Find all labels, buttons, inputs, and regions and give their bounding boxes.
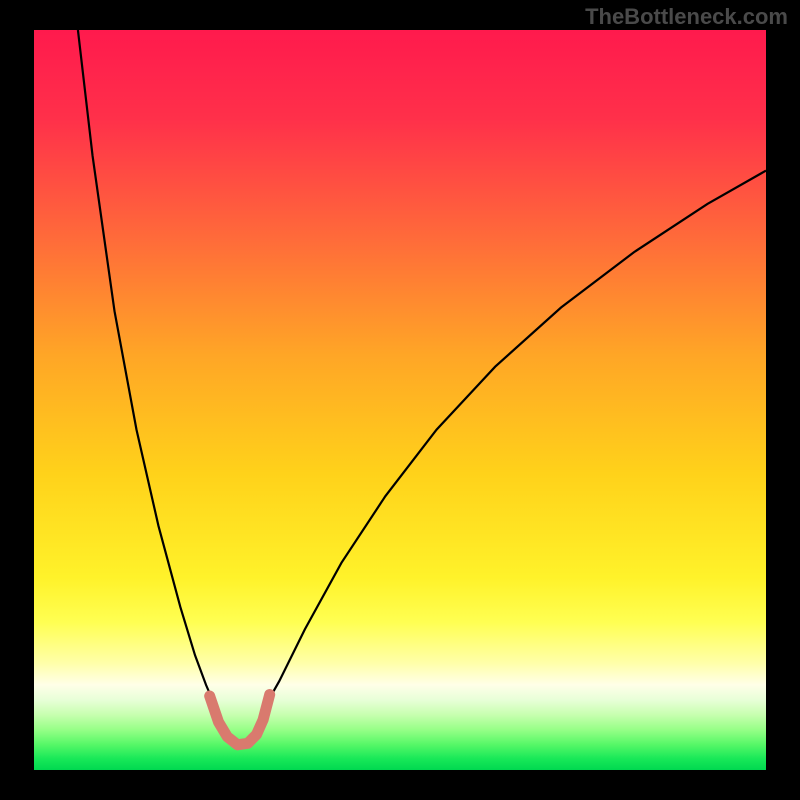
curve-left-branch — [78, 30, 216, 707]
watermark-text: TheBottleneck.com — [585, 4, 788, 30]
optimal-range-marker — [210, 695, 270, 745]
curve-right-branch — [265, 171, 766, 708]
chart-svg — [34, 30, 766, 770]
chart-plot-area — [34, 30, 766, 770]
